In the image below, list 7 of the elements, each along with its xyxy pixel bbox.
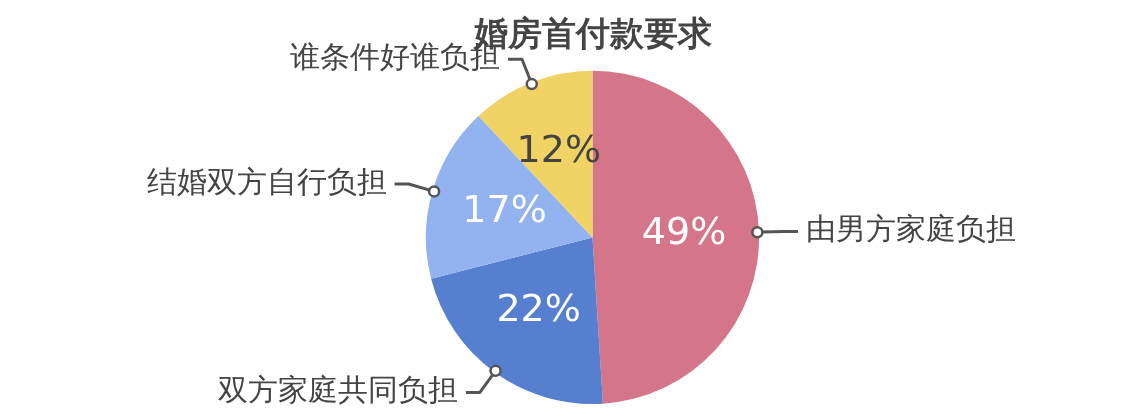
slice-label: 双方家庭共同负担 xyxy=(217,372,458,408)
slice-label: 结婚双方自行负担 xyxy=(146,163,387,199)
data-label: 12% xyxy=(516,127,601,172)
slice-label: 由男方家庭负担 xyxy=(806,211,1016,247)
data-label: 49% xyxy=(641,209,727,254)
data-label: 22% xyxy=(496,286,581,331)
data-label: 17% xyxy=(462,186,547,231)
